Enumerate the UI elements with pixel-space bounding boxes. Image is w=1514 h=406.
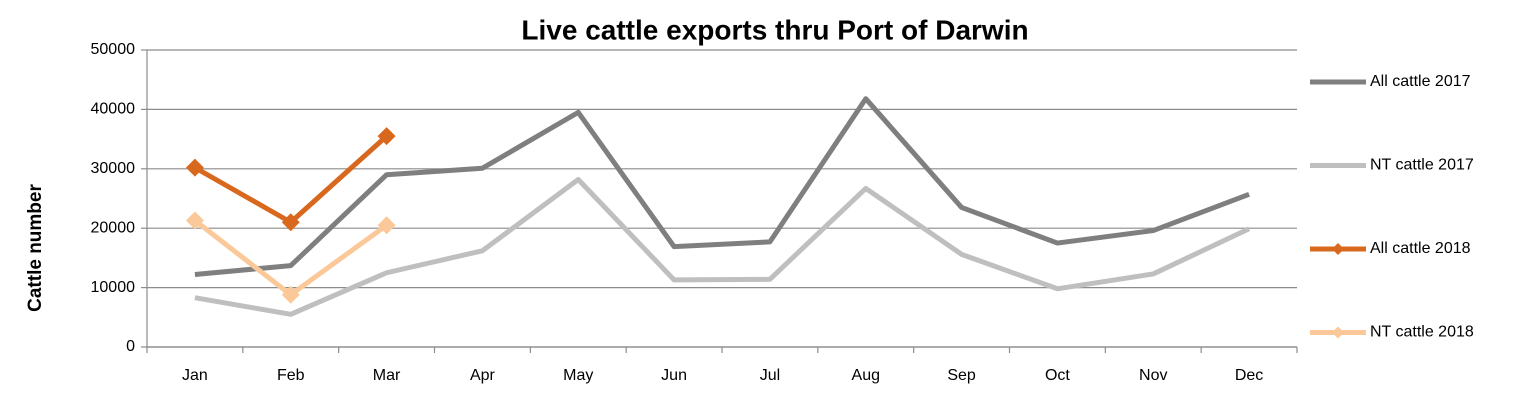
y-tick-label: 10000 xyxy=(91,279,136,296)
y-tick-label: 20000 xyxy=(91,219,136,236)
series-marker xyxy=(281,213,300,232)
legend-marker xyxy=(1332,326,1344,339)
x-tick-label: Aug xyxy=(852,367,880,384)
x-tick-label: Mar xyxy=(373,367,401,384)
y-tick-label: 40000 xyxy=(91,101,136,118)
y-tick-label: 30000 xyxy=(91,160,136,177)
x-tick-label: Feb xyxy=(277,367,305,384)
series-marker xyxy=(281,285,300,304)
legend-label: NT cattle 2018 xyxy=(1370,324,1474,341)
y-axis-label: Cattle number xyxy=(25,184,46,312)
x-tick-label: Oct xyxy=(1045,367,1070,384)
series-marker xyxy=(377,127,396,146)
x-tick-label: Nov xyxy=(1139,367,1167,384)
y-tick-label: 50000 xyxy=(91,41,136,58)
x-tick-label: Apr xyxy=(470,367,496,384)
x-tick-label: Dec xyxy=(1235,367,1263,384)
x-tick-label: Sep xyxy=(947,367,976,384)
legend-label: All cattle 2017 xyxy=(1370,73,1471,90)
chart-title: Live cattle exports thru Port of Darwin xyxy=(521,14,1028,45)
series-line xyxy=(194,176,1251,317)
x-tick-label: Jan xyxy=(182,367,208,384)
series-line xyxy=(194,96,1250,278)
x-tick-label: Jun xyxy=(661,367,687,384)
series-marker xyxy=(185,211,204,230)
legend-label: NT cattle 2017 xyxy=(1370,157,1474,174)
legend-label: All cattle 2018 xyxy=(1370,240,1471,257)
x-tick-label: May xyxy=(563,367,593,384)
series-marker xyxy=(185,158,204,177)
legend-marker xyxy=(1332,243,1344,255)
series-line xyxy=(193,134,389,225)
x-tick-label: Jul xyxy=(760,367,780,384)
y-tick-label: 0 xyxy=(126,338,135,355)
series-marker xyxy=(377,216,396,235)
